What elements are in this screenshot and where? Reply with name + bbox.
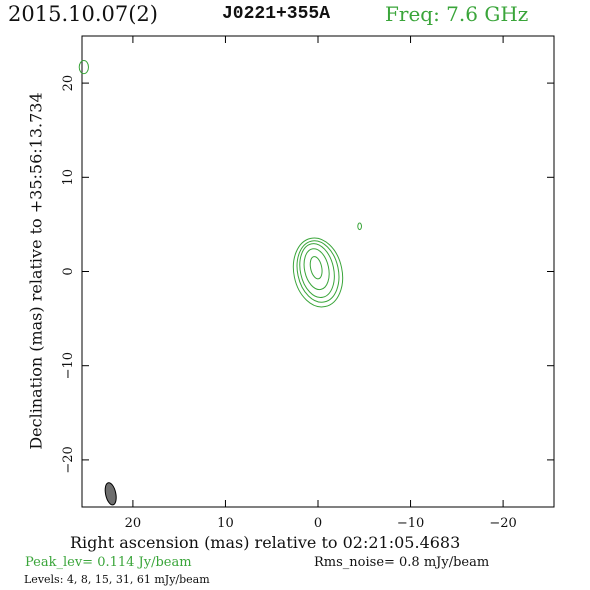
source-name: J0221+355A	[222, 4, 331, 24]
plot-frame	[81, 35, 555, 508]
restoring-beam	[104, 482, 117, 506]
x-tick-label: 10	[217, 516, 234, 531]
frequency-label: Freq: 7.6 GHz	[385, 2, 529, 26]
contour-levels: Levels: 4, 8, 15, 31, 61 mJy/beam	[24, 573, 210, 586]
peak-level: Peak_lev= 0.114 Jy/beam	[25, 555, 192, 570]
x-tick-label: −10	[397, 516, 424, 531]
x-axis-label: Right ascension (mas) relative to 02:21:…	[70, 533, 461, 552]
contour-level-31	[303, 248, 330, 291]
x-tick-label: 0	[314, 516, 322, 531]
x-tick-label: −20	[489, 516, 516, 531]
y-tick-label: 20	[61, 75, 76, 92]
y-tick-label: −20	[61, 446, 76, 473]
contour-lines	[78, 59, 362, 308]
contour-level-61	[309, 256, 323, 280]
contour-level-4	[78, 59, 89, 75]
contour-level-4	[357, 222, 362, 231]
x-tick-label: 20	[125, 516, 142, 531]
axis-ticks	[82, 36, 554, 507]
y-axis-label: Declination (mas) relative to +35:56:13.…	[26, 92, 46, 450]
y-tick-label: 0	[61, 267, 76, 275]
axis-tick-labels: 20 10 0 −10 −20 20 10 0 −10 −20	[61, 75, 517, 531]
beam-ellipse	[104, 482, 117, 506]
y-tick-label: −10	[61, 352, 76, 379]
contour-level-4	[292, 237, 344, 308]
contour-level-15	[299, 243, 335, 299]
observation-date: 2015.10.07(2)	[8, 2, 158, 26]
rms-noise: Rms_noise= 0.8 mJy/beam	[314, 555, 490, 570]
y-tick-label: 10	[61, 169, 76, 186]
contour-level-8	[296, 240, 340, 303]
